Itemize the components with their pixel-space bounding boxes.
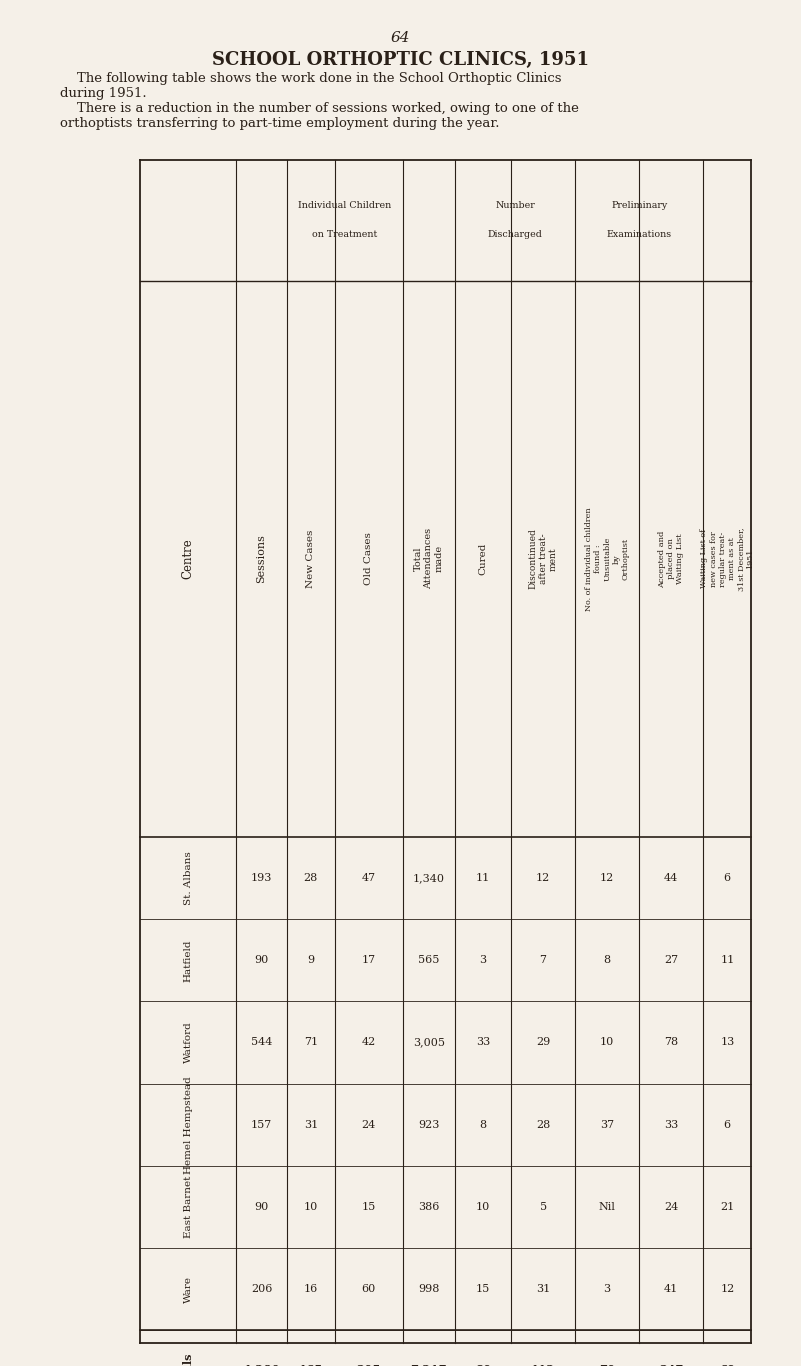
Text: 7: 7: [540, 955, 546, 966]
Text: 12: 12: [600, 873, 614, 882]
Text: 90: 90: [255, 955, 268, 966]
Text: 33: 33: [664, 1120, 678, 1130]
Text: 41: 41: [664, 1284, 678, 1294]
Text: 6: 6: [724, 873, 731, 882]
Text: 33: 33: [476, 1038, 490, 1048]
Text: 3: 3: [604, 1284, 610, 1294]
Text: 3: 3: [480, 955, 486, 966]
Text: 157: 157: [251, 1120, 272, 1130]
Text: 31: 31: [536, 1284, 550, 1294]
Text: 60: 60: [362, 1284, 376, 1294]
Text: 64: 64: [391, 31, 410, 45]
Text: 47: 47: [362, 873, 376, 882]
Text: 44: 44: [664, 873, 678, 882]
Text: 6: 6: [724, 1120, 731, 1130]
Text: 42: 42: [362, 1038, 376, 1048]
Text: 28: 28: [304, 873, 318, 882]
Text: 90: 90: [255, 1202, 268, 1212]
Text: 11: 11: [476, 873, 490, 882]
Text: Number: Number: [495, 201, 535, 210]
Text: 10: 10: [600, 1038, 614, 1048]
Text: Old Cases: Old Cases: [364, 533, 373, 586]
Text: Total
Attendances
made: Total Attendances made: [414, 529, 444, 590]
Text: Cured: Cured: [478, 542, 488, 575]
Text: Examinations: Examinations: [606, 231, 672, 239]
Text: Discontinued
after treat-
ment: Discontinued after treat- ment: [528, 529, 558, 589]
Text: Waiting List of
new cases for
regular treat-
ment as at
31st December,
1951: Waiting List of new cases for regular tr…: [700, 527, 755, 590]
Text: St. Albans: St. Albans: [183, 851, 193, 904]
Text: 27: 27: [664, 955, 678, 966]
Text: Centre: Centre: [182, 538, 195, 579]
Text: 923: 923: [418, 1120, 440, 1130]
Text: Discharged: Discharged: [488, 231, 542, 239]
Text: 24: 24: [362, 1120, 376, 1130]
Text: 15: 15: [476, 1284, 490, 1294]
Text: 12: 12: [720, 1284, 735, 1294]
Text: 37: 37: [600, 1120, 614, 1130]
Text: 386: 386: [418, 1202, 440, 1212]
Text: 206: 206: [251, 1284, 272, 1294]
Text: 11: 11: [720, 955, 735, 966]
Text: Hatfield: Hatfield: [183, 938, 193, 982]
Text: 29: 29: [536, 1038, 550, 1048]
Text: 28: 28: [536, 1120, 550, 1130]
Text: The following table shows the work done in the School Orthoptic Clinics: The following table shows the work done …: [60, 72, 562, 86]
Text: No. of individual children
found :
Unsuitable
by
Orthoptist: No. of individual children found : Unsui…: [585, 507, 630, 611]
Text: orthoptists transferring to part-time employment during the year.: orthoptists transferring to part-time em…: [60, 117, 500, 131]
Text: 21: 21: [720, 1202, 735, 1212]
Text: 3,005: 3,005: [413, 1038, 445, 1048]
Text: 193: 193: [251, 873, 272, 882]
Text: East Barnet: East Barnet: [183, 1176, 193, 1238]
Text: Ware: Ware: [183, 1276, 193, 1303]
Text: 10: 10: [476, 1202, 490, 1212]
Text: 71: 71: [304, 1038, 318, 1048]
Text: There is a reduction in the number of sessions worked, owing to one of the: There is a reduction in the number of se…: [60, 102, 579, 116]
Text: 15: 15: [362, 1202, 376, 1212]
Text: 565: 565: [418, 955, 440, 966]
Text: 998: 998: [418, 1284, 440, 1294]
Text: 8: 8: [480, 1120, 486, 1130]
Text: 12: 12: [536, 873, 550, 882]
Text: during 1951.: during 1951.: [60, 87, 147, 101]
Text: 16: 16: [304, 1284, 318, 1294]
Text: 31: 31: [304, 1120, 318, 1130]
Text: 78: 78: [664, 1038, 678, 1048]
Text: Preliminary: Preliminary: [611, 201, 667, 210]
Text: 24: 24: [664, 1202, 678, 1212]
Text: on Treatment: on Treatment: [312, 231, 377, 239]
Text: 5: 5: [540, 1202, 546, 1212]
Text: Watford: Watford: [183, 1022, 193, 1063]
Text: New Cases: New Cases: [306, 530, 316, 589]
Text: Hemel Hempstead: Hemel Hempstead: [183, 1076, 193, 1173]
Text: 9: 9: [308, 955, 314, 966]
Text: Sessions: Sessions: [256, 534, 267, 583]
Text: 8: 8: [604, 955, 610, 966]
Text: Individual Children: Individual Children: [298, 201, 392, 210]
Text: 10: 10: [304, 1202, 318, 1212]
Text: 13: 13: [720, 1038, 735, 1048]
Text: 17: 17: [362, 955, 376, 966]
Text: 1,340: 1,340: [413, 873, 445, 882]
Text: 544: 544: [251, 1038, 272, 1048]
Text: Totals: Totals: [183, 1352, 194, 1366]
Text: SCHOOL ORTHOPTIC CLINICS, 1951: SCHOOL ORTHOPTIC CLINICS, 1951: [212, 51, 589, 68]
Text: Accepted and
placed on
Waiting List: Accepted and placed on Waiting List: [658, 530, 684, 587]
Text: Nil: Nil: [598, 1202, 616, 1212]
